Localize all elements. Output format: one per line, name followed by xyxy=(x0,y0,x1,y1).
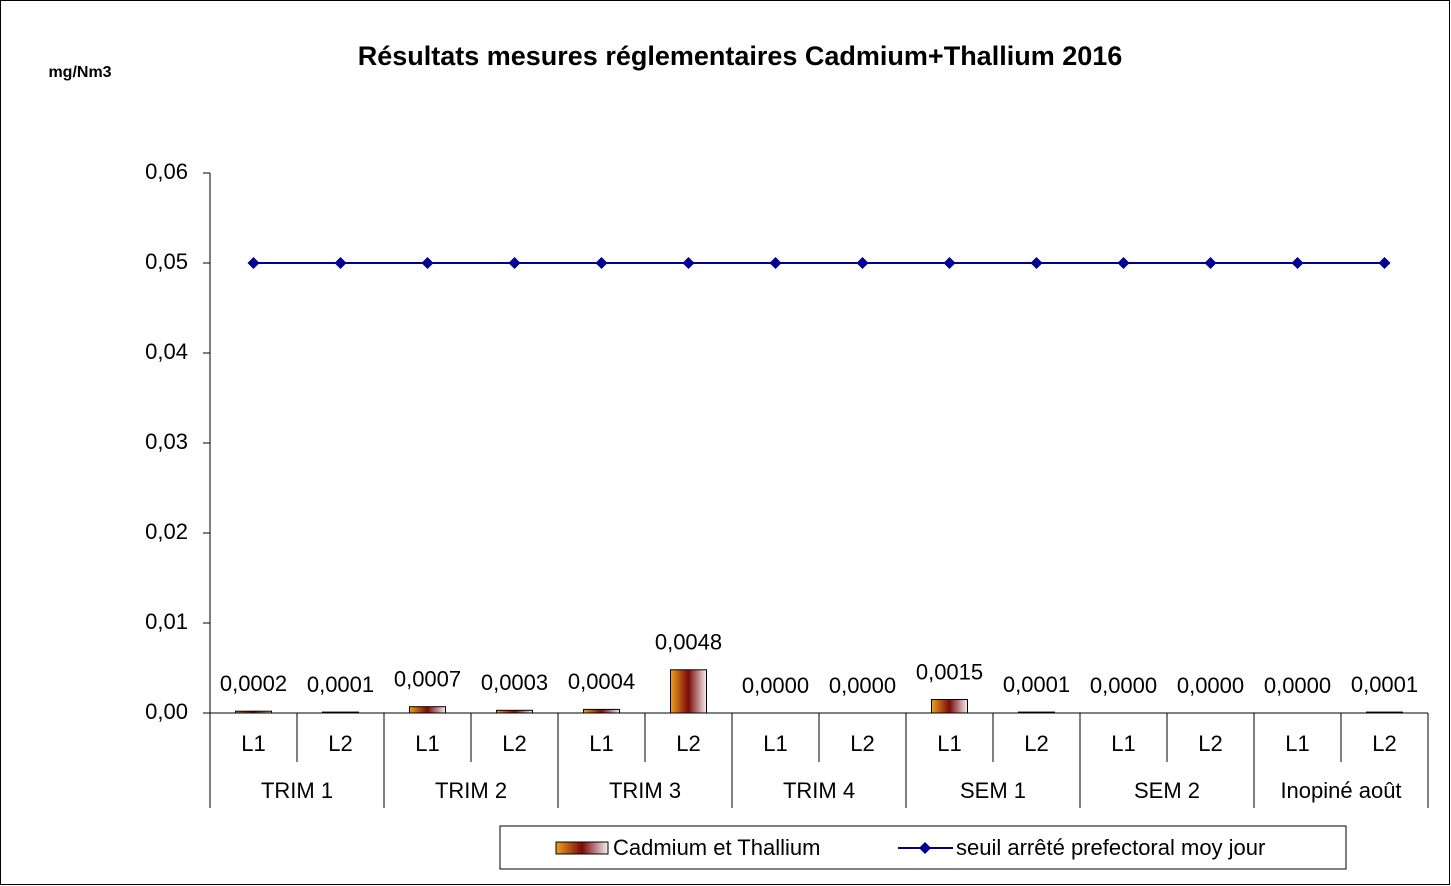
bar xyxy=(322,711,359,714)
line-marker xyxy=(1117,257,1130,269)
x-tick-label: L2 xyxy=(676,731,700,756)
data-label: 0,0015 xyxy=(916,659,983,684)
y-tick-label: 0,01 xyxy=(145,609,188,634)
data-label: 0,0004 xyxy=(568,669,635,694)
group-label: SEM 1 xyxy=(960,778,1026,803)
x-tick-label: L2 xyxy=(1372,731,1396,756)
data-label: 0,0000 xyxy=(742,673,809,698)
y-tick-label: 0,00 xyxy=(145,699,188,724)
bar xyxy=(235,710,272,714)
line-marker xyxy=(1291,257,1304,269)
line-marker xyxy=(1204,257,1217,269)
bar xyxy=(931,699,968,714)
legend-swatch xyxy=(555,841,609,855)
data-label: 0,0001 xyxy=(307,672,374,697)
line-marker xyxy=(856,257,869,269)
bar xyxy=(583,708,620,714)
x-tick-label: L2 xyxy=(1198,731,1222,756)
bar xyxy=(1366,711,1403,714)
group-label: Inopiné août xyxy=(1280,778,1401,803)
group-label: TRIM 2 xyxy=(435,778,507,803)
line-marker xyxy=(1378,257,1391,269)
x-tick-label: L1 xyxy=(1285,731,1309,756)
group-label: TRIM 3 xyxy=(609,778,681,803)
x-tick-label: L1 xyxy=(241,731,265,756)
line-marker xyxy=(508,257,521,269)
x-tick-label: L1 xyxy=(589,731,613,756)
legend-label: seuil arrêté prefectoral moy jour xyxy=(956,835,1265,860)
line-marker xyxy=(334,257,347,269)
data-label: 0,0003 xyxy=(481,670,548,695)
x-tick-label: L1 xyxy=(415,731,439,756)
y-tick-label: 0,06 xyxy=(145,159,188,184)
group-label: TRIM 1 xyxy=(261,778,333,803)
line-marker xyxy=(943,257,956,269)
data-label: 0,0000 xyxy=(829,673,896,698)
bar xyxy=(1018,711,1055,714)
chart-title: Résultats mesures réglementaires Cadmium… xyxy=(358,41,1123,71)
y-tick-label: 0,03 xyxy=(145,429,188,454)
line-marker xyxy=(247,257,260,269)
data-label: 0,0001 xyxy=(1351,672,1418,697)
data-label: 0,0007 xyxy=(394,667,461,692)
data-label: 0,0002 xyxy=(220,671,287,696)
line-marker xyxy=(595,257,608,269)
bar xyxy=(496,709,533,714)
group-label: TRIM 4 xyxy=(783,778,855,803)
bar xyxy=(409,706,446,714)
x-tick-label: L1 xyxy=(763,731,787,756)
legend-marker xyxy=(919,842,931,854)
y-tick-label: 0,02 xyxy=(145,519,188,544)
line-marker xyxy=(421,257,434,269)
x-tick-label: L1 xyxy=(937,731,961,756)
line-marker xyxy=(769,257,782,269)
legend-label: Cadmium et Thallium xyxy=(613,835,820,860)
group-label: SEM 2 xyxy=(1134,778,1200,803)
data-label: 0,0000 xyxy=(1090,673,1157,698)
y-tick-label: 0,05 xyxy=(145,249,188,274)
x-tick-label: L1 xyxy=(1111,731,1135,756)
data-label: 0,0000 xyxy=(1177,673,1244,698)
y-tick-label: 0,04 xyxy=(145,339,188,364)
x-tick-label: L2 xyxy=(328,731,352,756)
data-label: 0,0000 xyxy=(1264,673,1331,698)
x-tick-label: L2 xyxy=(1024,731,1048,756)
data-label: 0,0048 xyxy=(655,630,722,655)
data-label: 0,0001 xyxy=(1003,672,1070,697)
x-tick-label: L2 xyxy=(502,731,526,756)
line-marker xyxy=(1030,257,1043,269)
x-tick-label: L2 xyxy=(850,731,874,756)
bar xyxy=(670,669,707,714)
y-axis-label: mg/Nm3 xyxy=(48,64,111,81)
line-marker xyxy=(682,257,695,269)
